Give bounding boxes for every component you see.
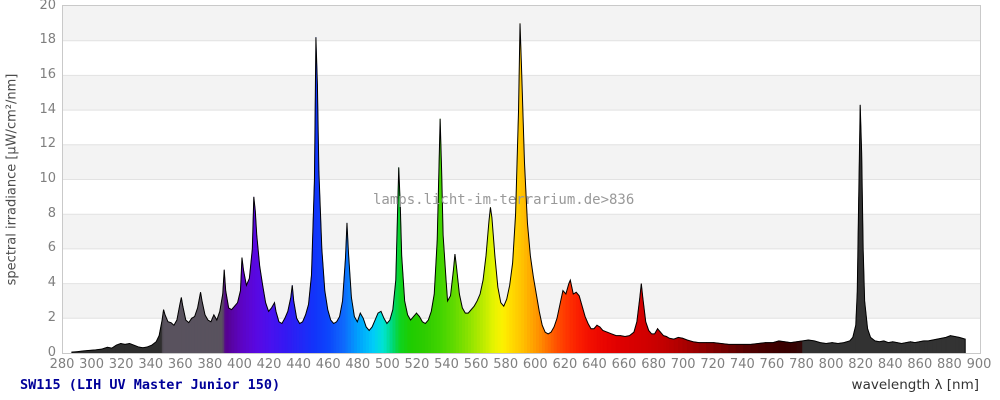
x-tick-label: 800 xyxy=(818,357,844,372)
x-tick-label: 320 xyxy=(108,357,134,372)
x-tick-label: 300 xyxy=(79,357,104,372)
x-tick-label: 380 xyxy=(197,357,223,372)
x-tick-label: 420 xyxy=(256,357,282,372)
x-tick-label: 400 xyxy=(227,357,252,372)
x-tick-label: 860 xyxy=(907,357,933,372)
y-tick-label: 6 xyxy=(47,240,56,256)
x-tick-label: 600 xyxy=(522,357,548,372)
x-tick-label: 760 xyxy=(759,357,785,372)
x-tick-label: 480 xyxy=(345,357,371,372)
y-tick-label: 20 xyxy=(39,0,56,13)
page-title: SW115 (LIH UV Master Junior 150) xyxy=(20,377,281,393)
x-tick-label: 700 xyxy=(670,357,696,372)
spectrum-area xyxy=(63,6,980,353)
x-tick-label: 460 xyxy=(315,357,341,372)
x-tick-label: 780 xyxy=(789,357,814,372)
x-tick-label: 340 xyxy=(138,357,164,372)
y-tick-label: 16 xyxy=(39,66,56,82)
x-tick-label: 900 xyxy=(966,357,992,372)
x-tick-label: 820 xyxy=(848,357,874,372)
y-tick-label: 12 xyxy=(39,136,56,152)
x-tick-label: 500 xyxy=(374,357,400,372)
x-tick-label: 660 xyxy=(611,357,637,372)
x-tick-label: 360 xyxy=(167,357,193,372)
x-tick-label: 440 xyxy=(286,357,312,372)
x-tick-label: 540 xyxy=(434,357,459,372)
x-tick-label: 560 xyxy=(463,357,489,372)
x-tick-label: 640 xyxy=(582,357,607,372)
x-tick-label: 680 xyxy=(641,357,667,372)
y-tick-label: 18 xyxy=(39,32,56,48)
y-tick-label: 10 xyxy=(39,171,56,186)
x-tick-label: 720 xyxy=(700,357,726,372)
plot-area xyxy=(62,5,981,354)
y-tick-label: 0 xyxy=(47,344,56,360)
y-tick-label: 14 xyxy=(39,101,56,117)
x-tick-label: 740 xyxy=(729,357,755,372)
x-tick-label: 580 xyxy=(493,357,519,372)
x-tick-label: 520 xyxy=(404,357,430,372)
y-tick-label: 2 xyxy=(47,309,56,325)
watermark-text: lamps.licht-im-terrarium.de>836 xyxy=(373,192,635,208)
x-tick-label: 280 xyxy=(49,357,75,372)
x-axis-title: wavelength λ [nm] xyxy=(851,377,979,393)
x-tick-label: 620 xyxy=(552,357,578,372)
x-tick-label: 840 xyxy=(877,357,903,372)
x-tick-label: 880 xyxy=(936,357,962,372)
y-tick-label: 4 xyxy=(47,275,56,291)
y-tick-label: 8 xyxy=(47,205,56,221)
